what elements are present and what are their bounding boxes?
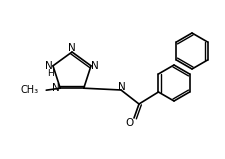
Text: N: N <box>52 83 60 93</box>
Text: N: N <box>45 61 53 71</box>
Text: H: H <box>48 69 54 78</box>
Text: N: N <box>68 43 76 53</box>
Text: CH₃: CH₃ <box>20 85 38 95</box>
Text: N: N <box>118 82 126 92</box>
Text: N: N <box>91 61 99 71</box>
Text: O: O <box>126 118 134 128</box>
